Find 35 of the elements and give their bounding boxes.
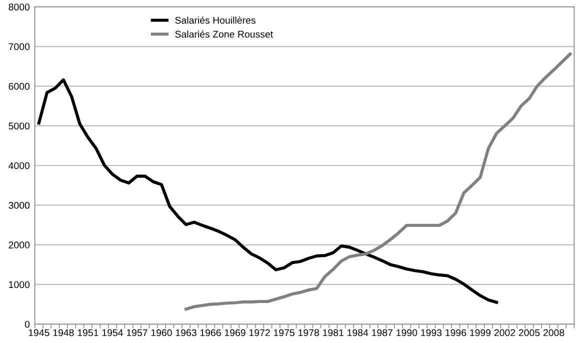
y-tick-label: 8000	[8, 4, 30, 10]
x-tick-label: 1990	[396, 329, 418, 336]
x-tick-label: 1954	[102, 329, 123, 336]
x-tick-label: 1987	[372, 329, 392, 336]
x-tick-label: 1984	[348, 329, 368, 336]
y-tick-label: 2000	[8, 242, 30, 248]
x-tick-label: 2002	[494, 329, 516, 336]
x-tick-label: 1960	[151, 329, 172, 336]
x-tick-label: 1966	[200, 329, 221, 336]
x-tick-label: 1999	[470, 329, 491, 336]
y-tick-label: 1000	[9, 281, 30, 288]
x-tick-label: 2005	[518, 329, 540, 336]
y-tick-label: 5000	[8, 122, 30, 130]
line-series	[184, 52, 572, 311]
x-tick-label: 1948	[53, 329, 74, 336]
y-tick-label: 7000	[8, 43, 30, 50]
x-tick-label: 1981	[323, 329, 344, 336]
x-tick-label: 1978	[298, 329, 319, 336]
y-tick-label: 0	[24, 320, 30, 328]
legend-label: Salariés Houillères	[175, 16, 256, 24]
x-tick-label: 1993	[421, 329, 442, 336]
y-tick-label: 3000	[8, 202, 30, 209]
x-tick-label: 2008	[543, 329, 564, 336]
y-tick-label: 4000	[8, 162, 30, 170]
x-tick-label: 1969	[224, 329, 246, 336]
legend-label: Salariés Zone Rousset	[175, 30, 274, 38]
line-series	[37, 78, 498, 304]
x-tick-label: 1957	[126, 329, 148, 336]
x-tick-label: 1996	[446, 329, 466, 336]
x-tick-label: 1945	[28, 329, 50, 336]
x-tick-label: 1963	[176, 329, 196, 336]
x-tick-label: 1972	[249, 329, 270, 336]
x-tick-label: 1975	[274, 329, 294, 336]
x-tick-label: 1951	[78, 329, 98, 336]
y-tick-label: 6000	[8, 82, 30, 90]
